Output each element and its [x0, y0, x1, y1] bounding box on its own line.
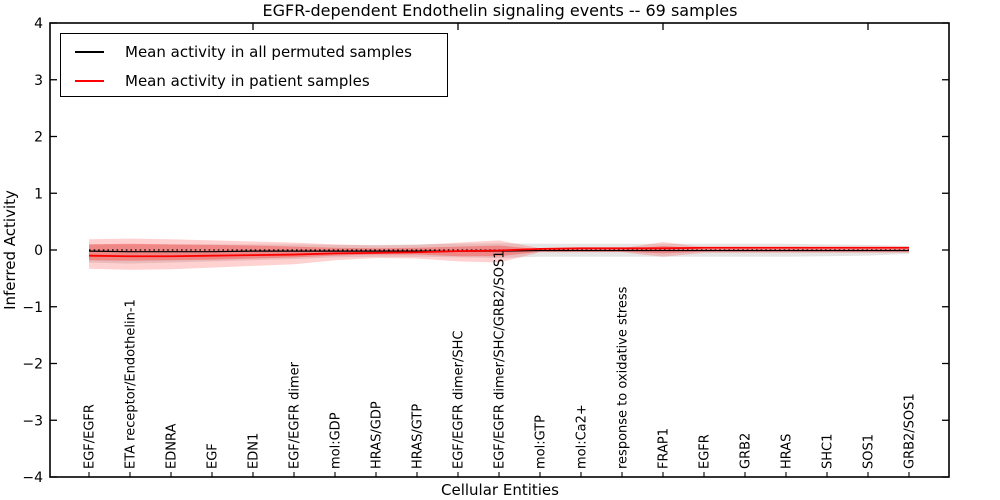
x-axis-label: Cellular Entities [441, 481, 559, 499]
y-tick-label: 2 [34, 130, 43, 146]
y-tick-label: −1 [22, 300, 43, 316]
x-category-label: EDNRA [165, 424, 180, 469]
x-category-label: ETA receptor/Endothelin-1 [124, 299, 139, 469]
x-category-label: EGFR [698, 434, 713, 469]
x-category-label: EGF/EGFR dimer/SHC [452, 331, 467, 469]
y-tick-label: 0 [34, 243, 43, 259]
y-tick-label: −4 [22, 470, 43, 486]
legend-label-permuted: Mean activity in all permuted samples [125, 42, 412, 61]
x-category-label: HRAS [780, 434, 795, 469]
x-category-label: GRB2 [739, 433, 754, 469]
patient-line-swatch [75, 79, 104, 82]
patient-inner-band [89, 243, 909, 261]
x-category-label: response to oxidative stress [616, 286, 631, 469]
x-category-label: EGF/EGFR [83, 404, 98, 469]
y-tick-label: −2 [22, 357, 43, 373]
y-tick-label: 4 [34, 16, 43, 32]
y-tick-label: −3 [22, 413, 43, 429]
permuted-line-swatch [75, 50, 104, 53]
legend-item-patient: Mean activity in patient samples [75, 66, 447, 95]
y-axis-label: Inferred Activity [1, 190, 19, 310]
x-category-label: GRB2/SOS1 [903, 393, 918, 469]
x-category-label: mol:GDP [329, 412, 344, 469]
x-category-label: EDN1 [247, 433, 262, 469]
patient-outer-band [89, 238, 909, 270]
y-tick-label: 1 [34, 186, 43, 202]
x-category-label: EGF [206, 443, 221, 469]
x-category-label: HRAS/GDP [370, 401, 385, 469]
x-category-label: mol:Ca2+ [575, 404, 590, 469]
x-category-label: HRAS/GTP [411, 404, 426, 469]
x-category-label: mol:GTP [534, 415, 549, 469]
legend-item-permuted: Mean activity in all permuted samples [75, 37, 447, 66]
patient-mean-line [88, 246, 909, 258]
x-category-label: FRAP1 [657, 428, 672, 469]
x-category-label: SHC1 [821, 434, 836, 469]
x-category-label: EGF/EGFR dimer [288, 361, 303, 469]
x-category-label: SOS1 [862, 434, 877, 469]
chart-title: EGFR-dependent Endothelin signaling even… [262, 1, 738, 20]
legend: Mean activity in all permuted samples Me… [60, 33, 448, 97]
y-tick-label: 3 [34, 73, 43, 89]
legend-label-patient: Mean activity in patient samples [125, 71, 370, 90]
x-category-label: EGF/EGFR dimer/SHC/GRB2/SOS1 [493, 251, 508, 470]
